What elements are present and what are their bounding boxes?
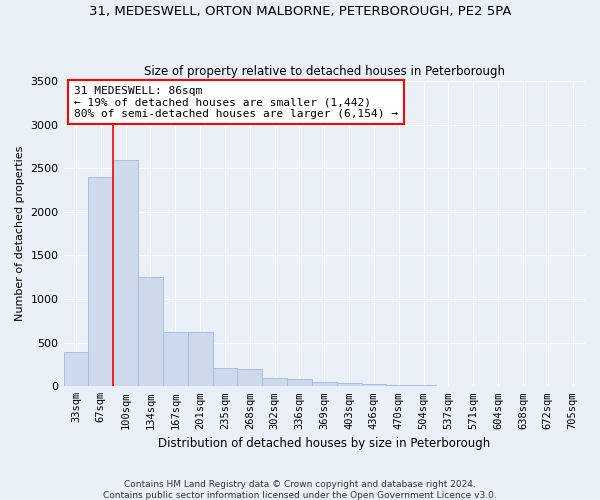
Bar — [262, 378, 287, 386]
Text: Contains HM Land Registry data © Crown copyright and database right 2024.
Contai: Contains HM Land Registry data © Crown c… — [103, 480, 497, 500]
Bar — [212, 368, 238, 386]
Title: Size of property relative to detached houses in Peterborough: Size of property relative to detached ho… — [144, 66, 505, 78]
Bar — [138, 278, 163, 386]
Bar — [64, 352, 88, 386]
Bar — [188, 332, 212, 386]
Text: 31 MEDESWELL: 86sqm
← 19% of detached houses are smaller (1,442)
80% of semi-det: 31 MEDESWELL: 86sqm ← 19% of detached ho… — [74, 86, 398, 119]
X-axis label: Distribution of detached houses by size in Peterborough: Distribution of detached houses by size … — [158, 437, 490, 450]
Y-axis label: Number of detached properties: Number of detached properties — [15, 146, 25, 322]
Bar — [238, 369, 262, 386]
Bar — [163, 332, 188, 386]
Bar — [362, 384, 386, 386]
Bar — [386, 385, 411, 386]
Text: 31, MEDESWELL, ORTON MALBORNE, PETERBOROUGH, PE2 5PA: 31, MEDESWELL, ORTON MALBORNE, PETERBORO… — [89, 5, 511, 18]
Bar — [113, 160, 138, 386]
Bar — [312, 382, 337, 386]
Bar — [287, 380, 312, 386]
Bar — [88, 177, 113, 386]
Bar — [337, 383, 362, 386]
